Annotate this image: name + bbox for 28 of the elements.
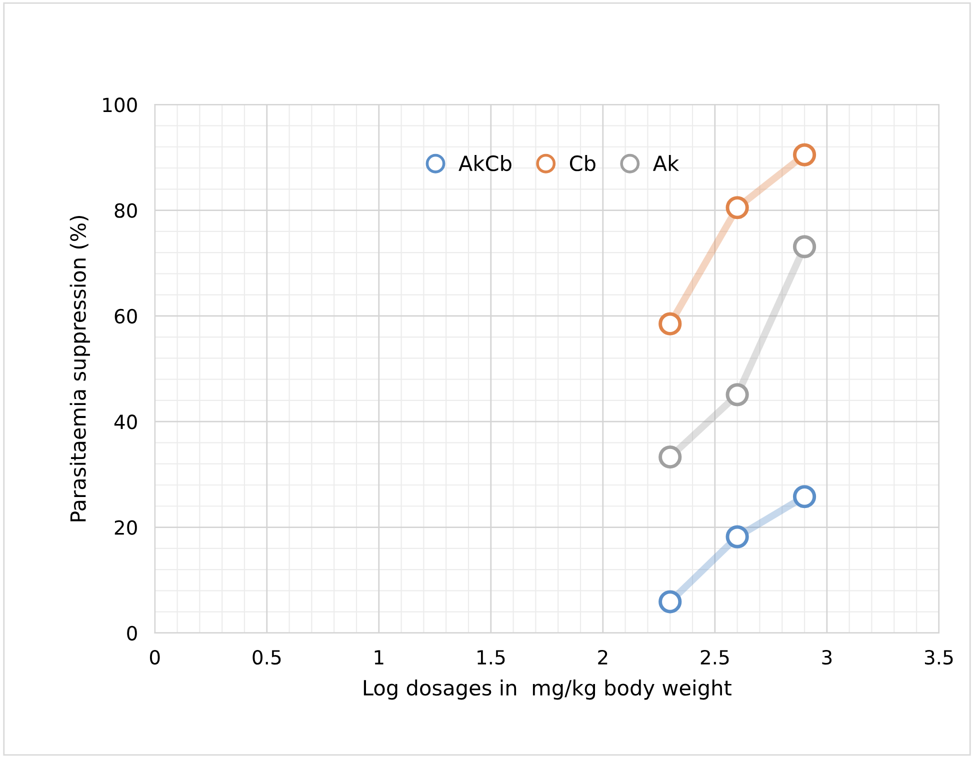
- x-axis-title: Log dosages in mg/kg body weight: [364, 680, 732, 700]
- x-tick-label: 1.5: [478, 650, 505, 665]
- x-tick-label: 1: [374, 650, 384, 664]
- point: [726, 525, 749, 548]
- x-tick-label: 0: [150, 650, 160, 665]
- y-tick-label: 40: [114, 414, 137, 430]
- x-tick-label: 2: [598, 650, 608, 664]
- point: [726, 383, 749, 406]
- y-tick-label: 100: [103, 98, 137, 112]
- x-tick-label: 0.5: [252, 650, 281, 665]
- point: [792, 143, 816, 166]
- legend-label: Cb: [570, 155, 596, 172]
- y-tick-label: 60: [114, 308, 137, 324]
- point: [658, 312, 682, 336]
- legend-label: AkCb: [458, 155, 512, 172]
- y-axis-title: Parasitaemia suppression (%): [70, 216, 90, 522]
- x-tick-label: 3.5: [924, 650, 953, 665]
- x-tick-label: 2.5: [700, 650, 729, 665]
- y-tick-label: 80: [114, 203, 137, 218]
- y-tick-label: 20: [114, 520, 137, 535]
- legend-label: Ak: [652, 155, 680, 171]
- x-tick-label: 3: [822, 650, 832, 665]
- point: [726, 196, 749, 220]
- point: [792, 235, 816, 258]
- y-tick-label: 0: [127, 626, 137, 641]
- point: [792, 485, 816, 508]
- point: [658, 445, 682, 469]
- point: [658, 590, 682, 614]
